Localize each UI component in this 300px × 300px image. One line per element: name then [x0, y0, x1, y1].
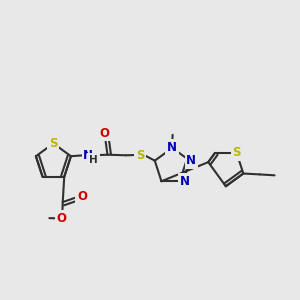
Text: N: N: [167, 141, 177, 154]
Text: O: O: [57, 212, 67, 225]
Text: N: N: [180, 175, 190, 188]
Text: S: S: [232, 146, 241, 159]
Text: O: O: [100, 127, 110, 140]
Text: S: S: [136, 148, 144, 161]
Text: H: H: [89, 155, 98, 165]
Text: S: S: [49, 137, 58, 150]
Text: O: O: [77, 190, 87, 202]
Text: N: N: [186, 154, 196, 167]
Text: N: N: [83, 149, 93, 162]
